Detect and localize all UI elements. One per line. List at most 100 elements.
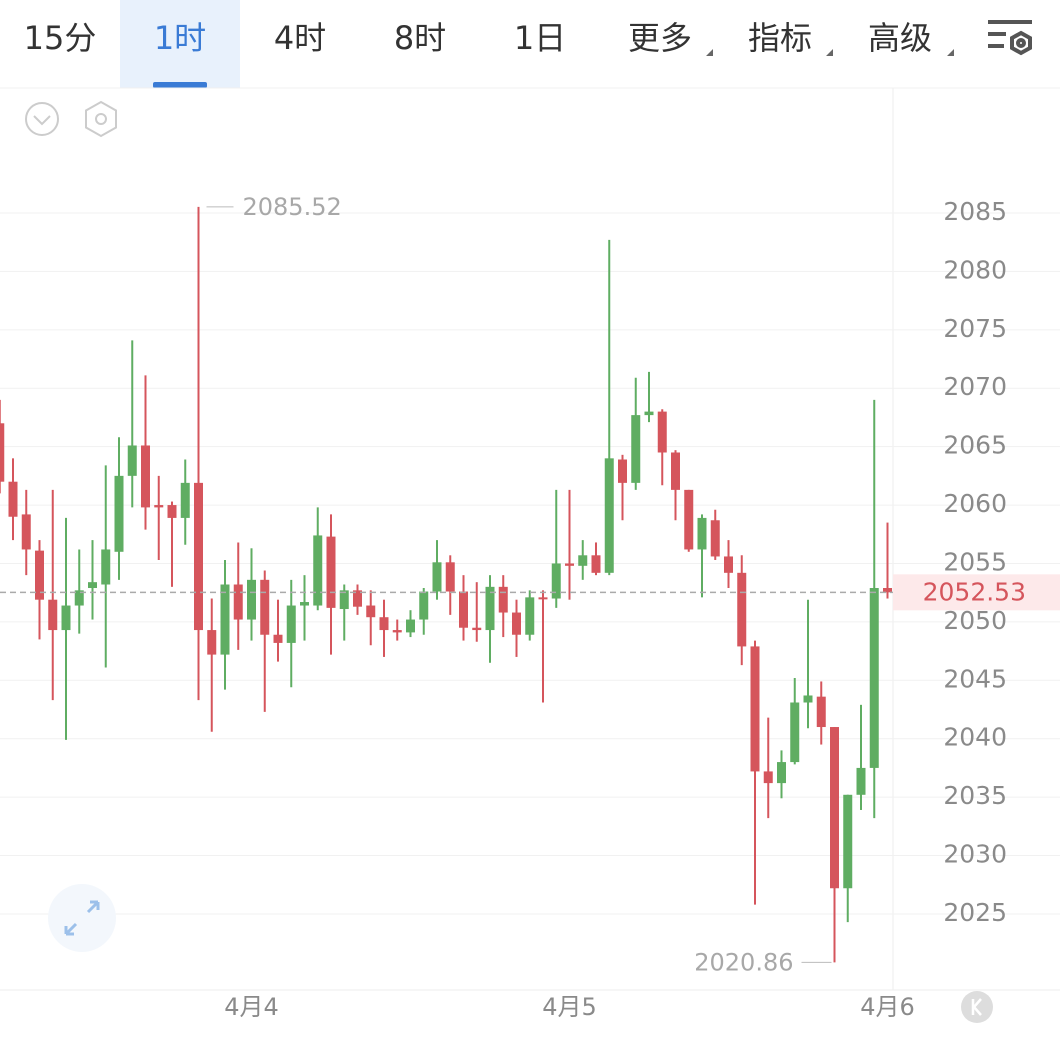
min-price-label: 2020.86 — [694, 948, 793, 976]
tab-label[interactable]: 高级 — [868, 19, 932, 57]
candle-body — [141, 445, 150, 508]
x-tick-label: 4月6 — [860, 993, 915, 1021]
scroll-latest-button[interactable] — [961, 991, 993, 1023]
candle-body — [326, 536, 336, 608]
x-tick-label: 4月5 — [542, 993, 597, 1021]
tab-label[interactable]: 指标 — [748, 19, 812, 57]
candle-body — [300, 602, 309, 606]
y-tick-label: 2025 — [943, 898, 1007, 927]
candle-body — [88, 582, 97, 589]
fullscreen-button[interactable] — [48, 884, 116, 952]
candle-body — [618, 459, 627, 483]
candle-body — [61, 605, 71, 631]
candle-body — [737, 572, 747, 647]
candle-body — [883, 588, 892, 593]
candle-body — [604, 458, 614, 573]
candle-body — [472, 627, 482, 631]
candle-body — [432, 562, 442, 592]
collapse-icon[interactable] — [25, 102, 59, 136]
tab-label[interactable]: 4时 — [274, 19, 326, 57]
settings-hex-dot — [95, 113, 107, 125]
settings-icon[interactable] — [988, 20, 1032, 56]
candle-body — [684, 489, 694, 550]
y-tick-label: 2055 — [943, 547, 1007, 576]
candle-body — [525, 597, 535, 635]
candle-body — [74, 590, 84, 606]
y-tick-label: 2075 — [943, 314, 1007, 343]
candle-body — [233, 584, 243, 620]
candle-body — [127, 445, 137, 476]
candle-body — [631, 415, 641, 483]
candle-body — [803, 695, 813, 703]
tab-label[interactable]: 8时 — [394, 19, 446, 57]
settings-hex-icon[interactable] — [85, 100, 117, 138]
collapse-chevron — [33, 115, 51, 126]
candle-body — [419, 591, 429, 620]
tab-label[interactable]: 更多 — [628, 19, 692, 57]
candle-body — [644, 411, 654, 416]
candle-body — [697, 517, 707, 550]
candle-body — [379, 617, 389, 631]
candle-body — [843, 794, 853, 889]
candle-body — [353, 590, 362, 607]
x-tick-label: 4月4 — [224, 993, 279, 1021]
candle-body — [459, 591, 468, 628]
last-price-bg — [893, 574, 1060, 611]
candle-body — [830, 727, 839, 889]
tab-label[interactable]: 1日 — [514, 19, 566, 57]
candle-body — [763, 771, 773, 784]
candle-body — [551, 563, 561, 599]
candle-body — [313, 535, 323, 606]
fullscreen-icon — [64, 900, 100, 936]
candle-body — [207, 630, 217, 655]
y-tick-label: 2060 — [943, 489, 1007, 518]
candle-body — [194, 482, 203, 631]
candle-body — [273, 634, 283, 643]
candle-body — [710, 520, 720, 557]
active-tab-bg — [120, 0, 240, 88]
candle-body — [445, 562, 455, 592]
candle-body — [220, 584, 230, 655]
tab-label[interactable]: 15分 — [24, 19, 97, 57]
candle-body — [114, 475, 124, 552]
y-tick-label: 2070 — [943, 372, 1007, 401]
candle-body — [750, 646, 760, 772]
y-tick-label: 2030 — [943, 840, 1007, 869]
candle-body — [260, 579, 270, 635]
candle-body — [339, 590, 349, 610]
candle-body — [48, 599, 58, 631]
scroll-latest-icon — [971, 998, 982, 1016]
candle-body — [406, 619, 415, 633]
candle-body — [167, 505, 177, 518]
candle-body — [21, 514, 31, 550]
candle-body — [101, 549, 111, 585]
y-tick-label: 2045 — [943, 664, 1007, 693]
y-tick-label: 2040 — [943, 723, 1007, 752]
candle-body — [591, 555, 601, 573]
candle-body — [790, 702, 800, 763]
y-tick-label: 2035 — [943, 781, 1007, 810]
candle-body — [856, 767, 866, 795]
y-tick-label: 2085 — [943, 197, 1007, 226]
candle-body — [538, 597, 548, 600]
candle-body — [366, 605, 376, 618]
y-tick-label: 2065 — [943, 431, 1007, 460]
candle-body — [35, 550, 44, 600]
candle-body — [724, 556, 733, 573]
tab-label[interactable]: 1时 — [154, 19, 206, 57]
candle-body — [392, 630, 402, 633]
candle-body — [247, 579, 256, 620]
y-tick-label: 2050 — [943, 606, 1007, 635]
candle-body — [777, 762, 786, 784]
candle-body — [565, 563, 574, 566]
candle-body — [286, 605, 296, 643]
candle-body — [578, 555, 588, 566]
last-price-label: 2052.53 — [923, 577, 1026, 606]
candle-body — [657, 411, 667, 453]
y-tick-label: 2080 — [943, 255, 1007, 284]
candle-body — [8, 481, 18, 517]
candle-body — [816, 696, 826, 728]
candle-body — [180, 482, 190, 518]
candle-body — [671, 452, 680, 490]
